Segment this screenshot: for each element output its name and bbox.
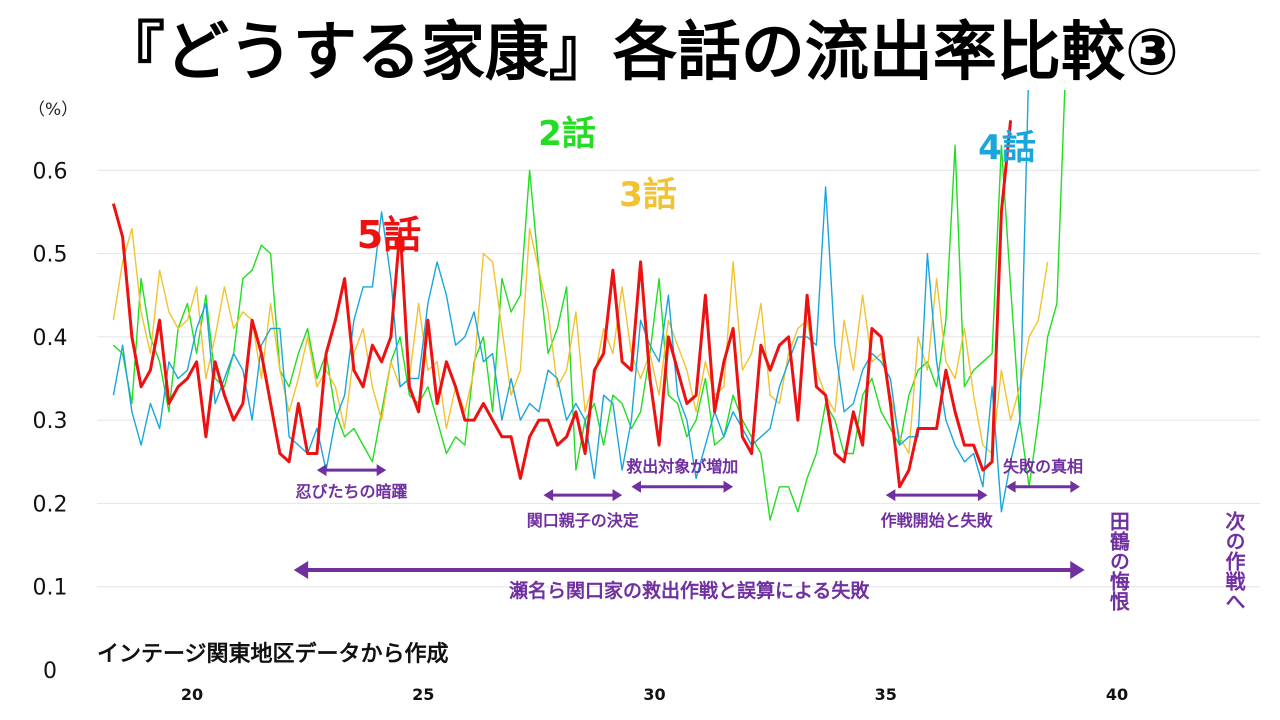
annotation-arrow-head (723, 480, 734, 493)
x-tick-label: 30 (643, 685, 665, 704)
annotation-arrow-head (977, 489, 988, 502)
annotation-label: 失敗の真相 (1003, 457, 1083, 476)
annotation-arrow-head (316, 464, 327, 477)
series-label-2: 2話 (538, 114, 596, 154)
x-tick-label: 25 (412, 685, 434, 704)
x-tick-label: 20 (181, 685, 203, 704)
gridlines (97, 169, 1260, 588)
y-tick-label: 0.4 (33, 326, 68, 351)
chart-title: 『どうする家康』各話の流出率比較③ (101, 16, 1179, 90)
series-label-5: 5話 (357, 213, 421, 257)
series-line-5 (111, 120, 1013, 489)
y-tick-label: 0.2 (33, 492, 68, 517)
annotation-arrow-head (631, 480, 641, 493)
annotation-arrow-head (1070, 561, 1085, 580)
x-axis-ticks: 20 25 30 35 40 (181, 685, 1128, 704)
annotation-label: 関口親子の決定 (527, 511, 639, 530)
series-lines (111, 90, 1066, 521)
y-axis-ticks: 0 0.1 0.2 0.3 0.4 0.5 0.6 (33, 159, 68, 684)
annotation-arrow-head (612, 489, 623, 502)
y-tick-label: 0.1 (33, 576, 68, 601)
annotation-arrow-head (885, 489, 896, 502)
vertical-annotation: 田鶴の悔恨 (1106, 511, 1130, 612)
annotation-arrow-head (1070, 480, 1080, 493)
vertical-annotation: 次の作戦へ (1222, 510, 1246, 611)
y-tick-label: 0 (43, 659, 57, 684)
annotation-label: 瀬名ら関口家の救出作戦と誤算による失敗 (509, 579, 870, 602)
annotation-arrow-head (376, 464, 387, 477)
annotation-arrow-head (543, 489, 554, 502)
annotation-arrow-head (293, 561, 309, 580)
series-label-4: 4話 (978, 128, 1036, 168)
series-line-3 (112, 227, 1049, 455)
series-label-3: 3話 (619, 175, 677, 215)
x-tick-label: 40 (1106, 685, 1128, 704)
y-axis-unit-label: （%） (28, 100, 78, 120)
series-line-4 (112, 90, 1029, 513)
data-source-note: インテージ関東地区データから作成 (97, 641, 449, 667)
x-tick-label: 35 (875, 685, 897, 704)
y-tick-label: 0.3 (33, 409, 68, 434)
annotation-label: 作戦開始と失敗 (881, 511, 994, 530)
series-labels: 2話 3話 4話 5話 (357, 114, 1036, 257)
annotation-label: 救出対象が増加 (626, 457, 738, 476)
annotation-arrow-head (1006, 480, 1016, 493)
y-tick-label: 0.5 (33, 243, 68, 268)
annotation-label: 忍びたちの暗躍 (296, 482, 408, 501)
y-tick-label: 0.6 (33, 159, 68, 184)
